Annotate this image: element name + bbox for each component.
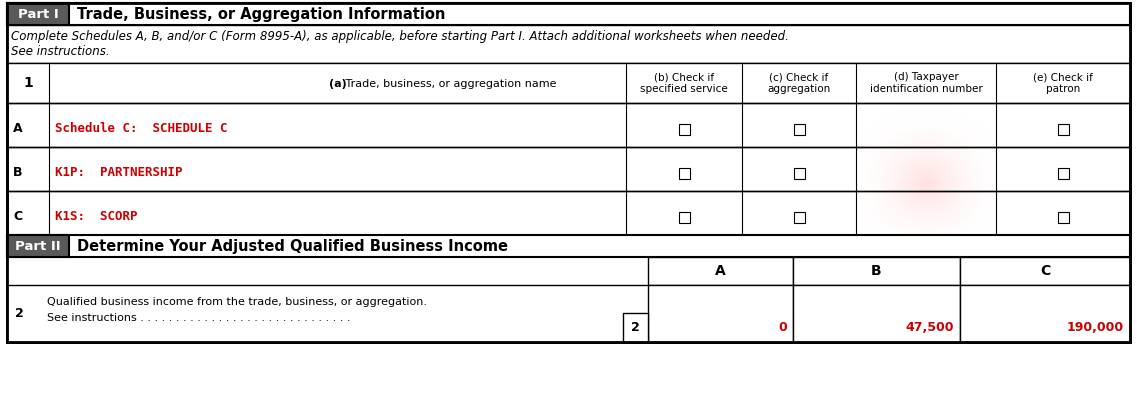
Bar bbox=[7, 103, 1130, 147]
Bar bbox=[7, 3, 1130, 342]
Text: See instructions . . . . . . . . . . . . . . . . . . . . . . . . . . . . . .: See instructions . . . . . . . . . . . .… bbox=[47, 313, 350, 323]
Text: B: B bbox=[871, 264, 882, 278]
Bar bbox=[623, 313, 648, 342]
Text: Determine Your Adjusted Qualified Business Income: Determine Your Adjusted Qualified Busine… bbox=[77, 239, 508, 254]
Bar bbox=[7, 235, 1130, 257]
Bar bbox=[7, 3, 1130, 25]
Text: Part II: Part II bbox=[15, 239, 60, 252]
Text: Complete Schedules A, B, and/or C (Form 8995-A), as applicable, before starting : Complete Schedules A, B, and/or C (Form … bbox=[11, 30, 789, 43]
Text: Schedule C:  SCHEDULE C: Schedule C: SCHEDULE C bbox=[55, 123, 227, 136]
Bar bbox=[960, 257, 1130, 285]
Bar bbox=[794, 168, 805, 179]
Bar bbox=[7, 191, 1130, 235]
Bar bbox=[792, 257, 960, 285]
Text: 2: 2 bbox=[631, 321, 640, 334]
Text: 0: 0 bbox=[778, 321, 787, 334]
Text: Part I: Part I bbox=[18, 7, 58, 20]
Text: B: B bbox=[13, 166, 23, 179]
Bar bbox=[7, 285, 1130, 342]
Text: Trade, business, or aggregation name: Trade, business, or aggregation name bbox=[341, 79, 556, 89]
Bar bbox=[1057, 168, 1069, 179]
Bar bbox=[7, 147, 1130, 191]
Bar bbox=[648, 285, 792, 342]
Text: 190,000: 190,000 bbox=[1067, 321, 1124, 334]
Bar bbox=[648, 257, 792, 285]
Bar bbox=[1057, 123, 1069, 134]
Text: 2: 2 bbox=[15, 307, 24, 320]
Bar bbox=[679, 168, 689, 179]
Bar bbox=[7, 257, 1130, 285]
Text: A: A bbox=[13, 123, 23, 136]
Bar bbox=[623, 285, 1130, 342]
Text: 47,500: 47,500 bbox=[905, 321, 954, 334]
Text: C: C bbox=[1040, 264, 1051, 278]
Bar bbox=[679, 123, 689, 134]
Bar bbox=[792, 285, 960, 342]
Text: C: C bbox=[13, 210, 22, 223]
Text: (b) Check if
specified service: (b) Check if specified service bbox=[640, 72, 728, 94]
Bar bbox=[794, 212, 805, 223]
Text: Trade, Business, or Aggregation Information: Trade, Business, or Aggregation Informat… bbox=[77, 7, 446, 22]
Text: K1S:  SCORP: K1S: SCORP bbox=[55, 210, 138, 223]
Text: A: A bbox=[715, 264, 725, 278]
Text: See instructions.: See instructions. bbox=[11, 45, 109, 58]
Bar bbox=[7, 3, 1130, 342]
Bar bbox=[1057, 212, 1069, 223]
Text: K1P:  PARTNERSHIP: K1P: PARTNERSHIP bbox=[55, 166, 183, 179]
Text: (a): (a) bbox=[329, 79, 347, 89]
Text: (d) Taxpayer
identification number: (d) Taxpayer identification number bbox=[870, 72, 982, 94]
Text: (e) Check if
patron: (e) Check if patron bbox=[1034, 72, 1093, 94]
Bar bbox=[7, 63, 1130, 103]
Text: (c) Check if
aggregation: (c) Check if aggregation bbox=[767, 72, 831, 94]
Bar bbox=[794, 123, 805, 134]
Bar bbox=[679, 212, 689, 223]
Bar bbox=[7, 235, 69, 257]
Bar bbox=[960, 285, 1130, 342]
Bar bbox=[7, 25, 1130, 63]
Text: Qualified business income from the trade, business, or aggregation.: Qualified business income from the trade… bbox=[47, 297, 428, 307]
Bar bbox=[7, 3, 69, 25]
Text: 1: 1 bbox=[23, 76, 33, 90]
